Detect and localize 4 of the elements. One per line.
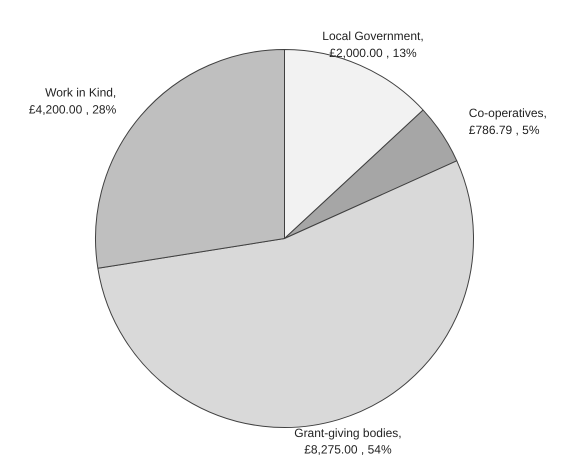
slice-label: Grant-giving bodies, £8,275.00 , 54% — [294, 426, 402, 457]
slice-label: Work in Kind, £4,200.00 , 28% — [28, 86, 117, 117]
slice-label: Co-operatives, £786.79 , 5% — [468, 106, 547, 137]
slice-label: Local Government, £2,000.00 , 13% — [322, 29, 424, 60]
